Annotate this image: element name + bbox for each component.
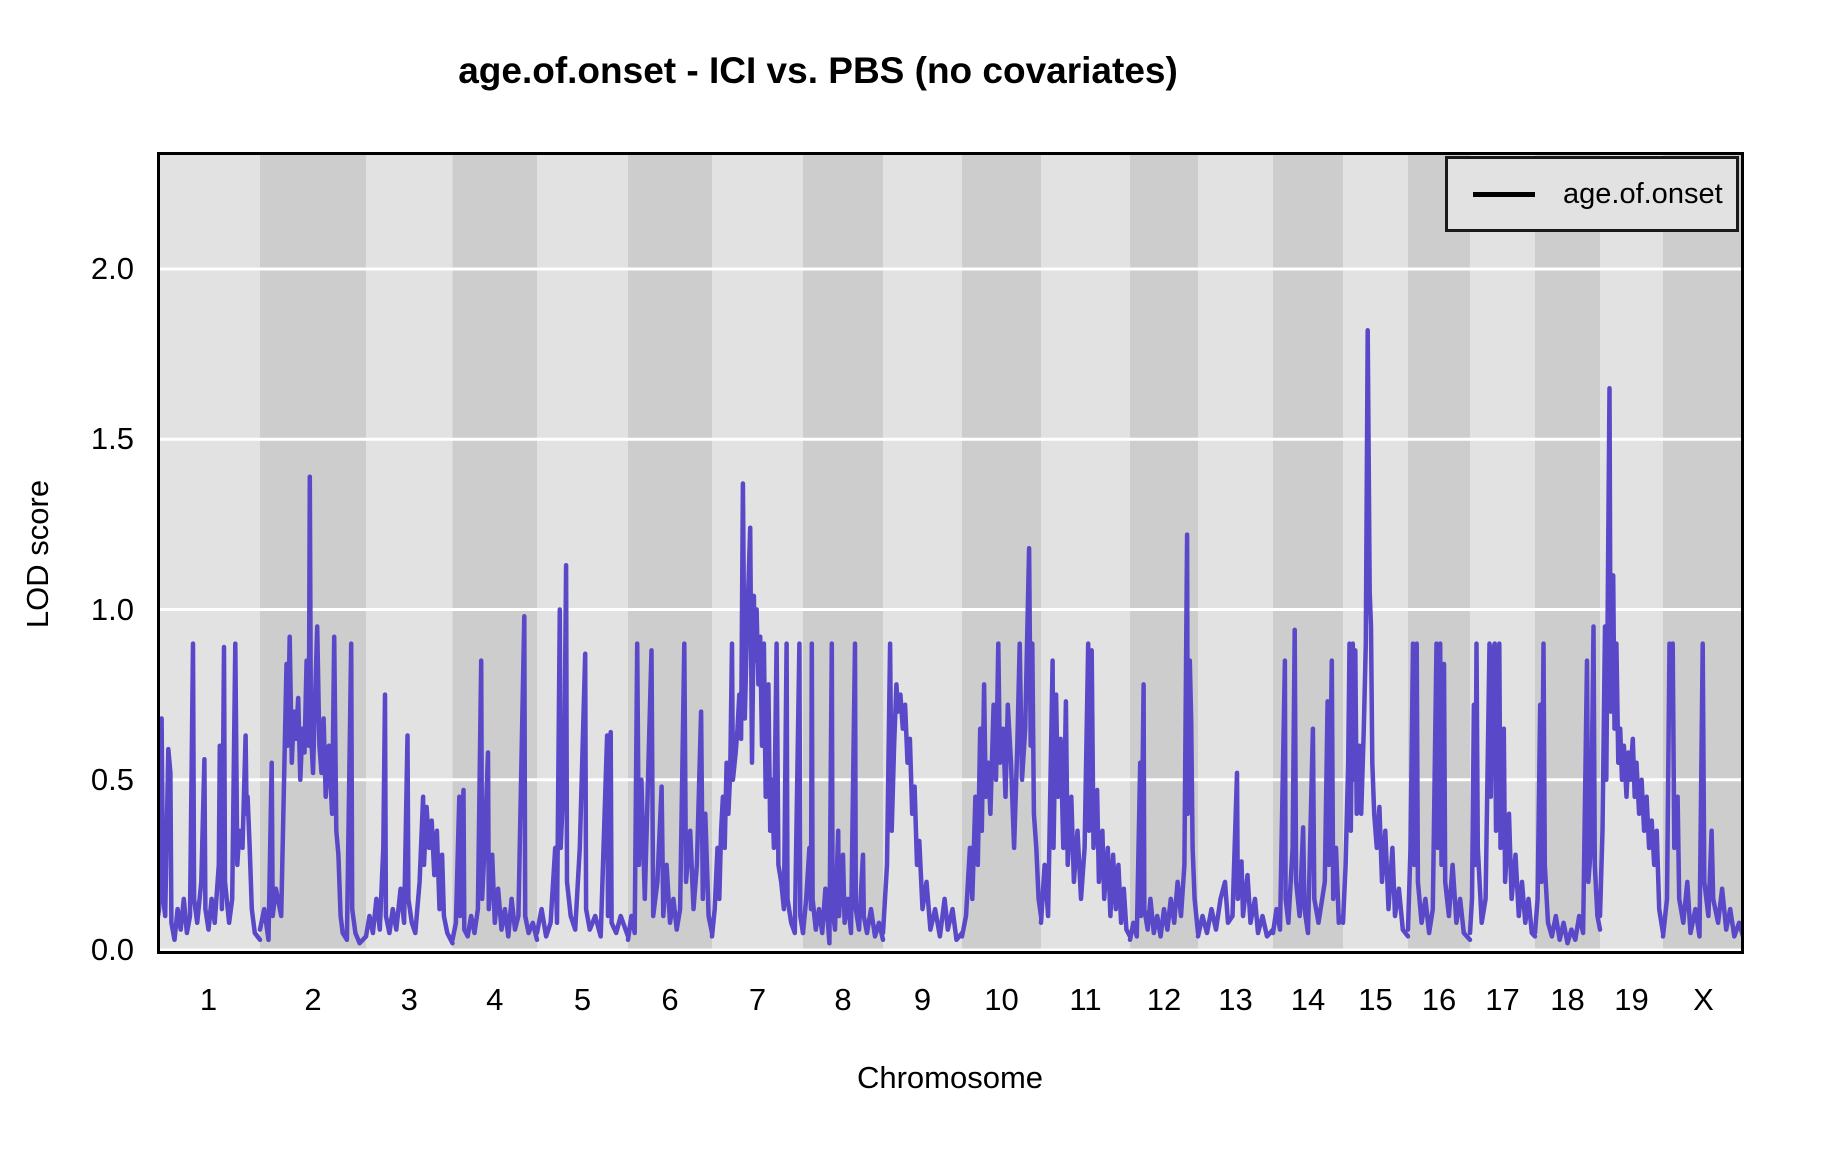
legend-entry-label: age.of.onset bbox=[1563, 177, 1723, 210]
lod-series-line bbox=[1597, 385, 1666, 936]
y-tick-label: 0.0 bbox=[90, 932, 134, 967]
lod-series-line bbox=[625, 641, 715, 943]
x-tick-label: 1 bbox=[199, 982, 218, 1017]
lod-series-line bbox=[880, 641, 965, 943]
legend-box: age.of.onset bbox=[1445, 156, 1739, 232]
x-tick-label: 11 bbox=[1069, 982, 1102, 1017]
chromosome-band bbox=[883, 152, 962, 954]
x-tick-label: 14 bbox=[1290, 982, 1326, 1017]
x-tick-label: 16 bbox=[1421, 982, 1457, 1017]
y-tick-label: 0.5 bbox=[90, 761, 134, 797]
chart-title: age.of.onset - ICI vs. PBS (no covariate… bbox=[458, 50, 1178, 91]
x-axis-label: Chromosome bbox=[856, 1060, 1044, 1095]
lod-series-line bbox=[157, 641, 263, 943]
chromosome-band bbox=[537, 152, 628, 954]
lod-series-line bbox=[800, 641, 886, 946]
x-tick-label: 18 bbox=[1550, 982, 1585, 1017]
x-tick-label: 5 bbox=[573, 982, 592, 1017]
lod-series-line bbox=[1532, 624, 1603, 946]
x-tick-label: 7 bbox=[748, 982, 767, 1017]
y-axis-label: LOD score bbox=[20, 479, 55, 629]
lod-series-line bbox=[257, 474, 369, 946]
x-tick-label: X bbox=[1693, 982, 1714, 1017]
lod-series-line bbox=[1127, 532, 1201, 943]
lod-series-line bbox=[1340, 328, 1411, 939]
lod-series-line bbox=[1660, 641, 1744, 943]
lod-series-line bbox=[534, 562, 631, 939]
y-tick-label: 1.5 bbox=[90, 421, 134, 457]
lod-series-line bbox=[1038, 641, 1133, 939]
lod-series-line bbox=[450, 614, 540, 943]
x-tick-label: 17 bbox=[1485, 982, 1520, 1017]
x-tick-label: 4 bbox=[486, 982, 504, 1017]
x-tick-label: 6 bbox=[661, 982, 679, 1017]
x-tick-label: 19 bbox=[1614, 982, 1649, 1017]
y-tick-label: 2.0 bbox=[90, 251, 134, 286]
x-tick-label: 2 bbox=[304, 982, 322, 1017]
chromosome-band bbox=[803, 152, 883, 954]
lod-series-line bbox=[1195, 770, 1276, 939]
x-tick-label: 15 bbox=[1358, 982, 1393, 1017]
lod-series-line bbox=[1405, 641, 1473, 943]
lod-series-line bbox=[1270, 627, 1346, 936]
x-tick-label: 3 bbox=[400, 982, 418, 1017]
x-tick-label: 13 bbox=[1218, 982, 1253, 1017]
legend-line-swatch bbox=[1473, 191, 1535, 197]
x-tick-label: 8 bbox=[834, 982, 852, 1017]
lod-series-line bbox=[959, 545, 1044, 939]
x-tick-label: 10 bbox=[984, 982, 1019, 1017]
plot-area bbox=[157, 152, 1744, 954]
lod-series-line bbox=[1467, 641, 1538, 939]
plot-frame bbox=[157, 152, 1744, 954]
x-tick-label: 12 bbox=[1146, 982, 1182, 1017]
lod-series-line bbox=[363, 692, 455, 946]
lod-series-line bbox=[709, 481, 806, 939]
x-tick-label: 9 bbox=[913, 982, 932, 1017]
y-tick-label: 1.0 bbox=[90, 591, 134, 627]
